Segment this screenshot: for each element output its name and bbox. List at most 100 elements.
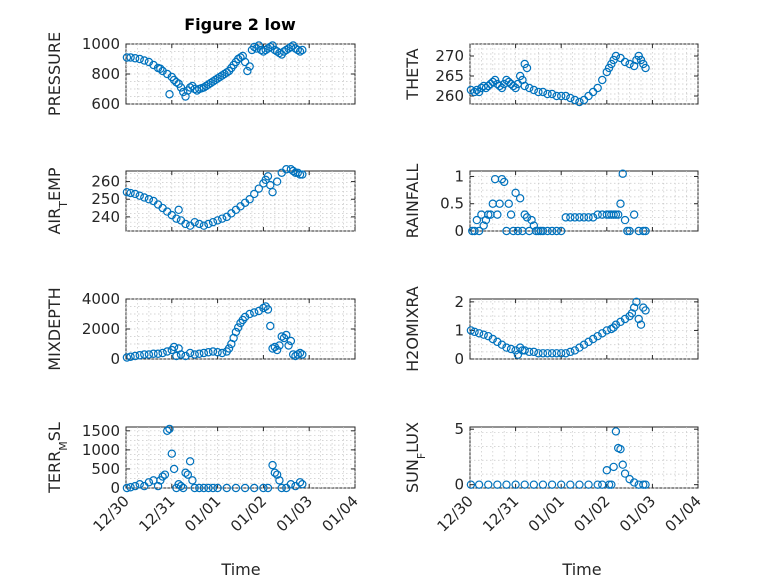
data-point bbox=[588, 334, 598, 344]
data-point bbox=[288, 166, 298, 176]
data-point bbox=[181, 468, 190, 477]
subplot-mixdepth: 0 2000 4000 MIXDEPTH bbox=[45, 287, 356, 371]
data-point bbox=[286, 336, 296, 346]
data-point bbox=[520, 480, 529, 489]
data-point bbox=[547, 480, 557, 489]
data-point bbox=[543, 349, 552, 358]
data-point bbox=[484, 210, 493, 219]
data-point bbox=[231, 327, 241, 337]
data-point bbox=[222, 68, 231, 77]
data-point bbox=[497, 340, 507, 349]
data-point bbox=[153, 481, 163, 491]
y-tick-label: 1 bbox=[454, 167, 464, 185]
data-point bbox=[575, 97, 584, 107]
data-point bbox=[298, 45, 307, 55]
data-point bbox=[199, 221, 209, 230]
x-tick-label: 12/31 bbox=[479, 492, 522, 535]
data-point bbox=[122, 353, 132, 362]
data-point bbox=[122, 187, 132, 197]
data-point bbox=[204, 348, 213, 357]
data-point bbox=[153, 349, 163, 358]
data-point bbox=[156, 64, 165, 73]
x-tick-label: 01/03 bbox=[616, 492, 659, 535]
data-point bbox=[584, 480, 593, 489]
data-point bbox=[208, 217, 218, 227]
data-point bbox=[579, 213, 589, 222]
data-point bbox=[616, 444, 625, 454]
data-point bbox=[611, 210, 621, 219]
data-point bbox=[169, 464, 179, 474]
data-point bbox=[636, 55, 646, 65]
data-point bbox=[163, 347, 172, 356]
data-point bbox=[470, 226, 479, 236]
data-point bbox=[511, 480, 520, 489]
data-point bbox=[515, 194, 525, 203]
data-point bbox=[213, 348, 222, 357]
data-point bbox=[190, 483, 199, 493]
data-point bbox=[240, 57, 250, 67]
data-point bbox=[163, 426, 172, 436]
data-point bbox=[224, 344, 234, 353]
data-point bbox=[639, 480, 648, 489]
data-point bbox=[566, 347, 575, 357]
data-point bbox=[614, 210, 623, 219]
data-point bbox=[185, 348, 195, 358]
y-axis-label: H2OMIXRA bbox=[403, 286, 422, 372]
y-axis-label: THETA bbox=[403, 48, 422, 100]
data-point bbox=[629, 210, 639, 219]
data-point bbox=[126, 483, 135, 492]
data-point bbox=[561, 349, 570, 358]
data-point bbox=[538, 480, 548, 489]
subplot-h2omixra: 0 1 2 H2OMIXRA bbox=[403, 286, 699, 372]
data-point bbox=[172, 351, 181, 361]
data-point bbox=[625, 226, 634, 236]
data-point bbox=[298, 350, 307, 359]
data-point bbox=[167, 449, 176, 458]
data-point bbox=[593, 83, 602, 93]
data-point bbox=[236, 53, 245, 62]
data-point bbox=[293, 168, 302, 177]
data-point bbox=[620, 57, 630, 67]
data-point bbox=[130, 481, 140, 491]
y-axis-label: SUNFLUX bbox=[403, 422, 428, 493]
data-point bbox=[561, 213, 570, 222]
subplot-theta: 260 265 270 THETA bbox=[403, 43, 699, 107]
data-point bbox=[204, 483, 213, 493]
data-point bbox=[493, 210, 502, 219]
data-point bbox=[135, 191, 144, 200]
data-point bbox=[472, 85, 482, 95]
data-point bbox=[259, 483, 268, 493]
data-point bbox=[609, 210, 618, 219]
data-point bbox=[479, 221, 488, 230]
data-point bbox=[185, 83, 195, 92]
data-point bbox=[295, 170, 305, 179]
x-tick-label: 12/31 bbox=[135, 492, 178, 535]
data-point bbox=[502, 480, 511, 489]
data-point bbox=[495, 81, 504, 91]
data-point bbox=[179, 87, 188, 97]
data-point bbox=[641, 480, 650, 489]
data-point bbox=[520, 81, 529, 91]
x-tick-label: 01/04 bbox=[662, 492, 705, 535]
data-point bbox=[259, 303, 268, 313]
data-point bbox=[534, 349, 543, 358]
data-point bbox=[195, 483, 204, 493]
data-point bbox=[570, 95, 580, 105]
y-tick-label: 0.5 bbox=[440, 195, 464, 213]
data-point bbox=[513, 226, 523, 236]
data-point bbox=[547, 89, 557, 99]
x-tick-label: 01/02 bbox=[227, 492, 270, 535]
data-point bbox=[217, 348, 227, 358]
data-point bbox=[497, 83, 507, 93]
data-point bbox=[627, 309, 637, 318]
y-tick-label: 1000 bbox=[82, 441, 120, 459]
data-point bbox=[192, 86, 202, 95]
data-point bbox=[593, 210, 602, 219]
data-point bbox=[250, 189, 259, 199]
data-point bbox=[636, 320, 646, 329]
data-point bbox=[470, 327, 479, 337]
data-point bbox=[250, 483, 259, 493]
